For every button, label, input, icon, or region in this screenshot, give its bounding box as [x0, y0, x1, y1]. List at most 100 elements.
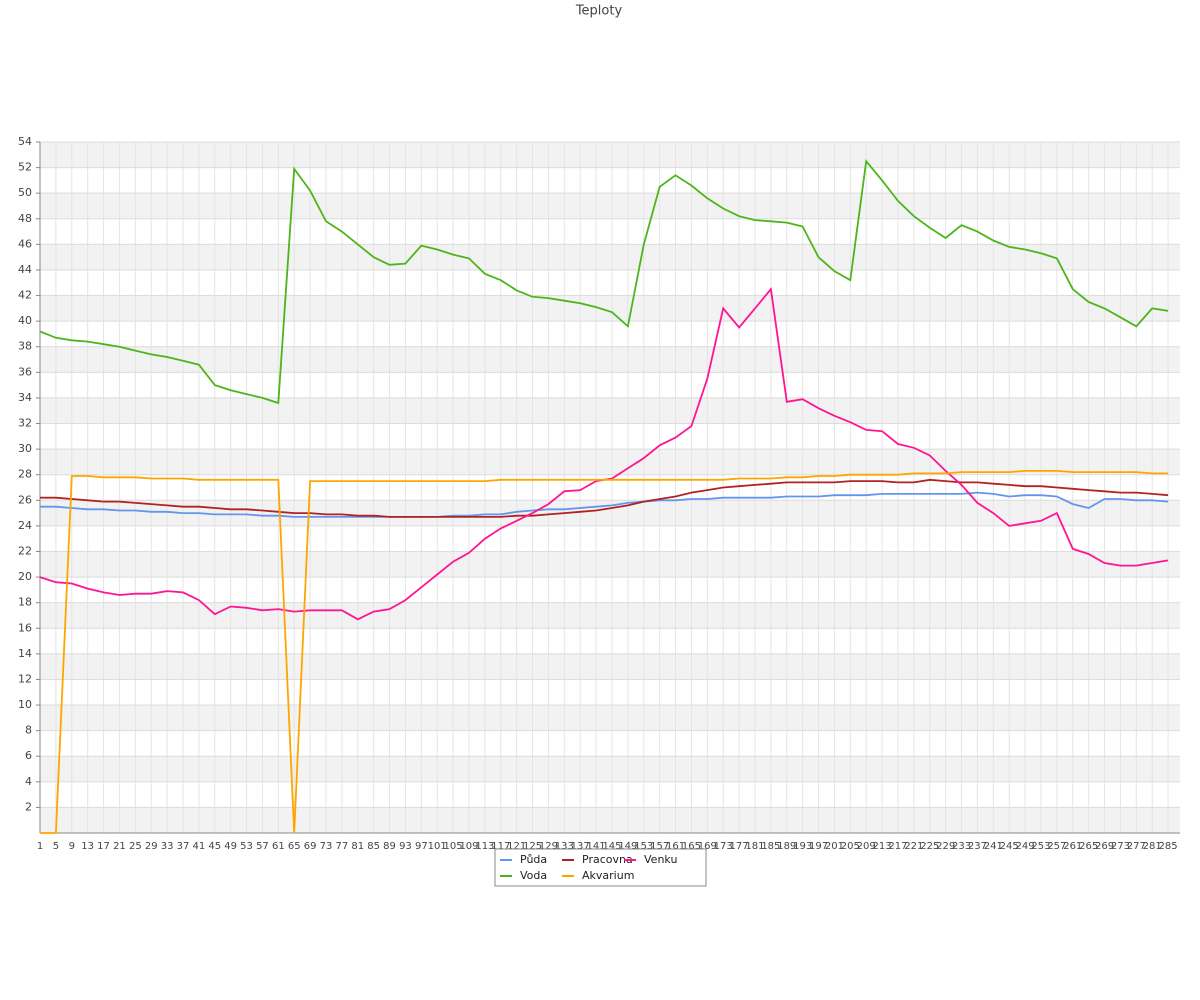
grid-band: [40, 756, 1180, 782]
x-tick-label: 245: [1000, 841, 1019, 852]
x-tick-label: 73: [320, 841, 333, 852]
x-tick-label: 77: [336, 841, 349, 852]
x-tick-label: 173: [714, 841, 733, 852]
x-tick-label: 25: [129, 841, 142, 852]
x-tick-label: 161: [666, 841, 685, 852]
y-tick-label: 10: [18, 698, 32, 711]
x-tick-label: 53: [240, 841, 253, 852]
y-tick-label: 16: [18, 621, 32, 634]
x-tick-label: 5: [53, 841, 59, 852]
x-tick-label: 41: [193, 841, 206, 852]
x-tick-label: 153: [634, 841, 653, 852]
x-tick-label: 221: [904, 841, 923, 852]
x-tick-label: 209: [857, 841, 876, 852]
x-tick-label: 185: [761, 841, 780, 852]
grid-band: [40, 653, 1180, 680]
x-tick-label: 141: [587, 841, 606, 852]
grid-band: [40, 807, 1180, 833]
y-tick-label: 30: [18, 442, 32, 455]
x-tick-label: 1: [37, 841, 43, 852]
legend-label: Pracovna: [582, 853, 633, 866]
x-tick-label: 9: [69, 841, 75, 852]
y-tick-label: 34: [18, 391, 32, 404]
grid-band: [40, 551, 1180, 578]
grid-band: [40, 449, 1180, 475]
series-line: [40, 478, 1169, 518]
grid-band: [40, 500, 1180, 526]
y-tick-label: 20: [18, 570, 32, 583]
x-tick-label: 13: [81, 841, 94, 852]
y-tick-label: 2: [25, 800, 32, 813]
legend-label: Akvarium: [582, 869, 634, 882]
x-tick-label: 89: [383, 841, 396, 852]
grid-band: [40, 244, 1180, 270]
x-tick-label: 133: [555, 841, 574, 852]
legend-label: Půda: [520, 853, 547, 866]
y-tick-label: 12: [18, 672, 32, 685]
x-tick-label: 165: [682, 841, 701, 852]
x-tick-label: 105: [444, 841, 463, 852]
y-tick-label: 4: [25, 775, 32, 788]
x-tick-label: 37: [177, 841, 190, 852]
x-tick-label: 169: [698, 841, 717, 852]
x-tick-label: 145: [602, 841, 621, 852]
grid-band: [40, 346, 1180, 373]
y-tick-label: 32: [18, 417, 32, 430]
y-tick-label: 26: [18, 493, 32, 506]
x-tick-label: 265: [1079, 841, 1098, 852]
x-tick-label: 237: [968, 841, 987, 852]
x-tick-label: 45: [208, 841, 221, 852]
x-tick-label: 249: [1016, 841, 1035, 852]
x-tick-label: 253: [1031, 841, 1050, 852]
x-tick-label: 193: [793, 841, 812, 852]
legend-label: Venku: [644, 853, 677, 866]
x-tick-label: 217: [888, 841, 907, 852]
x-tick-label: 181: [745, 841, 764, 852]
y-tick-label: 44: [18, 263, 32, 276]
x-tick-label: 233: [952, 841, 971, 852]
x-tick-label: 17: [97, 841, 110, 852]
y-tick-label: 52: [18, 161, 32, 174]
y-tick-label: 42: [18, 289, 32, 302]
x-tick-label: 113: [475, 841, 494, 852]
x-tick-label: 201: [825, 841, 844, 852]
y-tick-label: 54: [18, 135, 32, 148]
x-tick-label: 93: [399, 841, 412, 852]
x-tick-label: 21: [113, 841, 126, 852]
x-tick-label: 85: [367, 841, 380, 852]
x-tick-label: 69: [304, 841, 317, 852]
grid-band: [40, 397, 1180, 424]
x-tick-label: 33: [161, 841, 174, 852]
x-tick-label: 225: [920, 841, 939, 852]
y-tick-label: 22: [18, 544, 32, 557]
legend: Půda Pracovna Venku Voda Akvarium: [494, 848, 707, 887]
series-line: [40, 491, 1169, 518]
x-tick-label: 29: [145, 841, 158, 852]
x-tick-label: 49: [224, 841, 237, 852]
x-tick-label: 149: [618, 841, 637, 852]
x-tick-label: 177: [730, 841, 749, 852]
x-tick-label: 241: [984, 841, 1003, 852]
legend-label: Voda: [520, 869, 547, 882]
grid-band: [40, 193, 1180, 219]
x-tick-label: 65: [288, 841, 301, 852]
x-tick-label: 157: [650, 841, 669, 852]
x-tick-label: 285: [1159, 841, 1178, 852]
x-tick-label: 229: [936, 841, 955, 852]
x-tick-label: 261: [1063, 841, 1082, 852]
x-tick-label: 121: [507, 841, 526, 852]
y-tick-label: 8: [25, 724, 32, 737]
y-tick-label: 14: [18, 647, 32, 660]
y-tick-label: 6: [25, 749, 32, 762]
x-tick-label: 137: [571, 841, 590, 852]
x-tick-label: 81: [351, 841, 364, 852]
x-tick-label: 273: [1111, 841, 1130, 852]
x-tick-label: 189: [777, 841, 796, 852]
y-tick-label: 18: [18, 596, 32, 609]
series-line: [39, 159, 1169, 405]
x-tick-label: 197: [809, 841, 828, 852]
x-tick-label: 205: [841, 841, 860, 852]
y-tick-label: 28: [18, 468, 32, 481]
grid-band: [40, 142, 1180, 168]
